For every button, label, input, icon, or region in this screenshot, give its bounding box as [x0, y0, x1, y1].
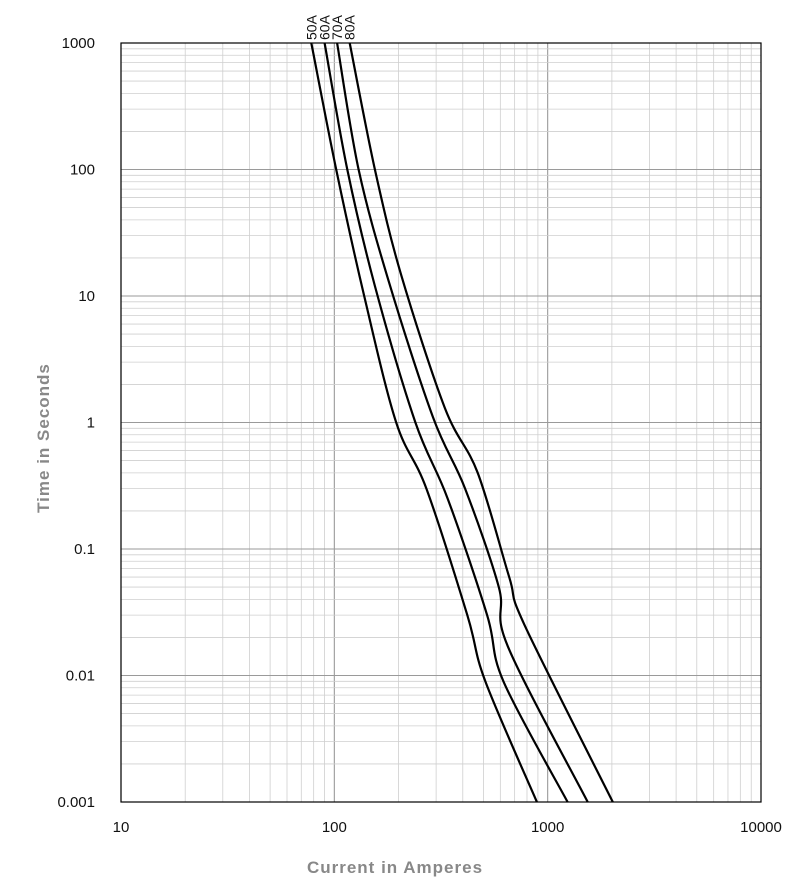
x-tick-label: 100 [322, 819, 347, 836]
series-line-50a [310, 42, 538, 803]
x-tick-label: 1000 [531, 819, 564, 836]
x-tick-label: 10 [113, 819, 130, 836]
y-tick-labels: 0.001 0.01 0.1 1 10 100 1000 [57, 35, 95, 811]
series-line-70a [336, 42, 589, 803]
y-tick-label: 0.1 [74, 541, 95, 558]
plot-frame [120, 42, 762, 803]
y-tick-label: 0.001 [57, 794, 95, 811]
series-line-60a [323, 42, 569, 803]
y-tick-label: 100 [70, 162, 95, 179]
series-lines [310, 42, 614, 803]
series-label-80a: 80A [342, 14, 358, 40]
x-tick-label: 10000 [740, 819, 782, 836]
y-tick-label: 10 [78, 288, 95, 305]
y-tick-label: 0.01 [66, 668, 95, 685]
x-tick-labels: 10 100 1000 10000 [113, 819, 782, 836]
y-tick-label: 1 [87, 415, 95, 432]
y-axis-title: Time in Seconds [34, 363, 53, 513]
series-label-50a: 50A [303, 14, 319, 40]
series-label-60a: 60A [317, 14, 333, 40]
series-line-80a [348, 42, 614, 803]
y-tick-label: 1000 [62, 35, 95, 52]
series-label-70a: 70A [329, 14, 345, 40]
x-axis-title: Current in Amperes [307, 858, 483, 877]
